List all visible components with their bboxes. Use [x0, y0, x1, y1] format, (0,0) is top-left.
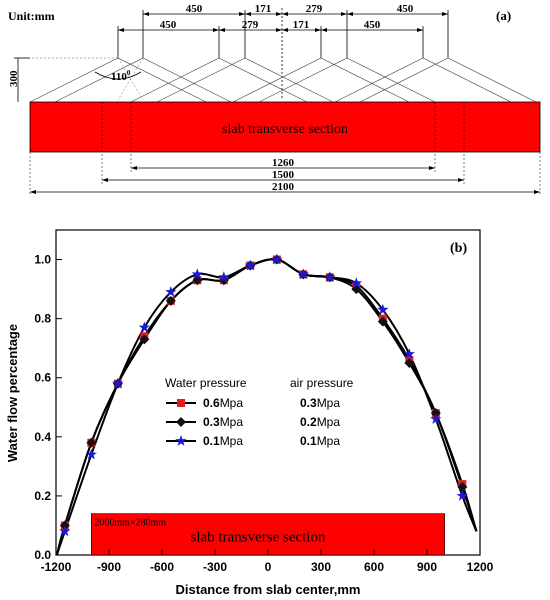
- data-point-series-3: [165, 286, 177, 297]
- data-point-series-2: [192, 275, 203, 286]
- legend-water-pressure: 0.3Mpa: [203, 415, 243, 429]
- data-point-series-3: [456, 489, 468, 501]
- legend-air-pressure: 0.1Mpa: [300, 434, 340, 448]
- series-lines: [55, 258, 478, 556]
- data-point-series-3: [324, 271, 336, 283]
- legend: Water pressure air pressure 0.6Mpa 0.3Mpa…: [165, 376, 354, 448]
- spray-fans: [29, 57, 537, 103]
- x-tick-label: -600: [150, 560, 174, 574]
- bottom-dimensions: [30, 167, 540, 193]
- legend-water-pressure: 0.1Mpa: [203, 434, 243, 448]
- slab-rect-b: [91, 513, 445, 556]
- x-tick-label: -900: [97, 560, 121, 574]
- data-point-series-3: [244, 259, 256, 271]
- legend-marker: [175, 435, 187, 446]
- top-dimensions: [117, 8, 449, 100]
- panel-a-label: (a): [496, 8, 511, 23]
- data-point-series-3: [112, 377, 124, 389]
- data-point-series-2: [404, 357, 415, 368]
- data-point-series-3: [377, 303, 389, 315]
- dim-1260: 1260: [272, 157, 295, 169]
- series-markers: [59, 253, 468, 537]
- unit-label: Unit:mm: [8, 9, 55, 23]
- y-tick-label: 0.2: [34, 489, 51, 503]
- panel-b-label: (b): [450, 241, 467, 256]
- y-axis-ticks: 0.0 0.2 0.4 0.6 0.8 1.0: [34, 253, 62, 562]
- data-point-series-3: [85, 448, 97, 460]
- x-tick-label: -1200: [41, 560, 72, 574]
- dim-1500: 1500: [272, 169, 295, 181]
- angle-label: 1100: [111, 69, 131, 83]
- slab-label-b: slab transverse section: [191, 530, 326, 546]
- dim-left-inner: 450: [160, 19, 177, 31]
- data-point-series-3: [350, 277, 362, 288]
- angle-arc: [94, 71, 142, 80]
- x-tick-label: -300: [203, 560, 227, 574]
- x-tick-label: 0: [265, 560, 272, 574]
- y-tick-label: 0.8: [34, 312, 51, 326]
- series-line-1: [55, 258, 478, 556]
- dim-left-mid-lower: 279: [242, 19, 259, 31]
- x-tick-label: 600: [364, 560, 384, 574]
- data-point-series-3: [191, 268, 203, 280]
- data-point-series-2: [430, 408, 441, 419]
- x-tick-label: 1200: [467, 560, 494, 574]
- data-point-series-2: [377, 316, 388, 327]
- slab-label-a: slab transverse section: [222, 122, 348, 137]
- data-point-series-2: [139, 334, 150, 345]
- legend-air-pressure: 0.3Mpa: [300, 396, 340, 410]
- data-point-series-2: [218, 275, 229, 286]
- y-tick-label: 0.4: [34, 430, 51, 444]
- nozzle-layout-diagram: Unit:mm (a) 450 171 279 450 450 279 171 …: [8, 3, 541, 196]
- height-dim-label: 300: [8, 70, 20, 87]
- data-point-series-3: [297, 268, 309, 280]
- legend-rows: 0.6Mpa 0.3Mpa 0.3Mpa 0.2Mpa 0.1Mpa 0.1Mpa: [166, 396, 340, 448]
- dim-right-mid-upper: 279: [306, 3, 323, 15]
- data-point-series-3: [138, 321, 150, 333]
- water-flow-chart: 2000mm×280mm slab transverse section -12…: [5, 229, 494, 597]
- data-point-series-3: [218, 271, 230, 283]
- dimension-arrowheads: [118, 12, 448, 32]
- y-tick-label: 0.0: [34, 548, 51, 562]
- data-point-series-2: [59, 520, 70, 531]
- legend-air-pressure: 0.2Mpa: [300, 415, 340, 429]
- data-point-series-2: [165, 295, 176, 306]
- slab-size-label: 2000mm×280mm: [94, 518, 166, 529]
- dim-2100: 2100: [272, 181, 295, 193]
- series-line-2: [55, 258, 478, 556]
- dim-right-inner: 450: [364, 19, 381, 31]
- x-axis-label: Distance from slab center,mm: [176, 582, 361, 597]
- y-tick-label: 0.6: [34, 371, 51, 385]
- dim-left-mid-upper: 171: [255, 3, 272, 15]
- series-line-3: [55, 258, 478, 556]
- x-axis-ticks: -1200 -900 -600 -300 0 300 600 900 1200: [41, 549, 494, 574]
- x-tick-label: 300: [311, 560, 331, 574]
- data-point-series-3: [59, 525, 71, 537]
- legend-header-air: air pressure: [290, 376, 354, 390]
- legend-marker: [177, 399, 185, 407]
- data-point-series-3: [271, 253, 283, 265]
- dim-right-mid-lower: 171: [293, 19, 310, 31]
- bottom-arrowheads: [30, 166, 540, 194]
- legend-water-pressure: 0.6Mpa: [203, 396, 243, 410]
- slab-guides-a: [29, 102, 541, 196]
- spray-fan-guides: [20, 57, 144, 101]
- slab-rect-a: [29, 101, 541, 153]
- x-tick-label: 900: [417, 560, 437, 574]
- data-point-series-3: [403, 348, 415, 359]
- dim-left-outer: 450: [186, 3, 203, 15]
- legend-marker: [176, 417, 186, 427]
- plot-frame: [55, 229, 481, 556]
- data-point-series-3: [430, 413, 442, 424]
- dim-right-outer: 450: [397, 3, 414, 15]
- legend-header-water: Water pressure: [165, 376, 247, 390]
- data-point-series-2: [457, 482, 468, 493]
- y-axis-label: Water flow percentage: [5, 324, 20, 462]
- y-tick-label: 1.0: [34, 253, 51, 267]
- data-point-series-2: [86, 437, 97, 448]
